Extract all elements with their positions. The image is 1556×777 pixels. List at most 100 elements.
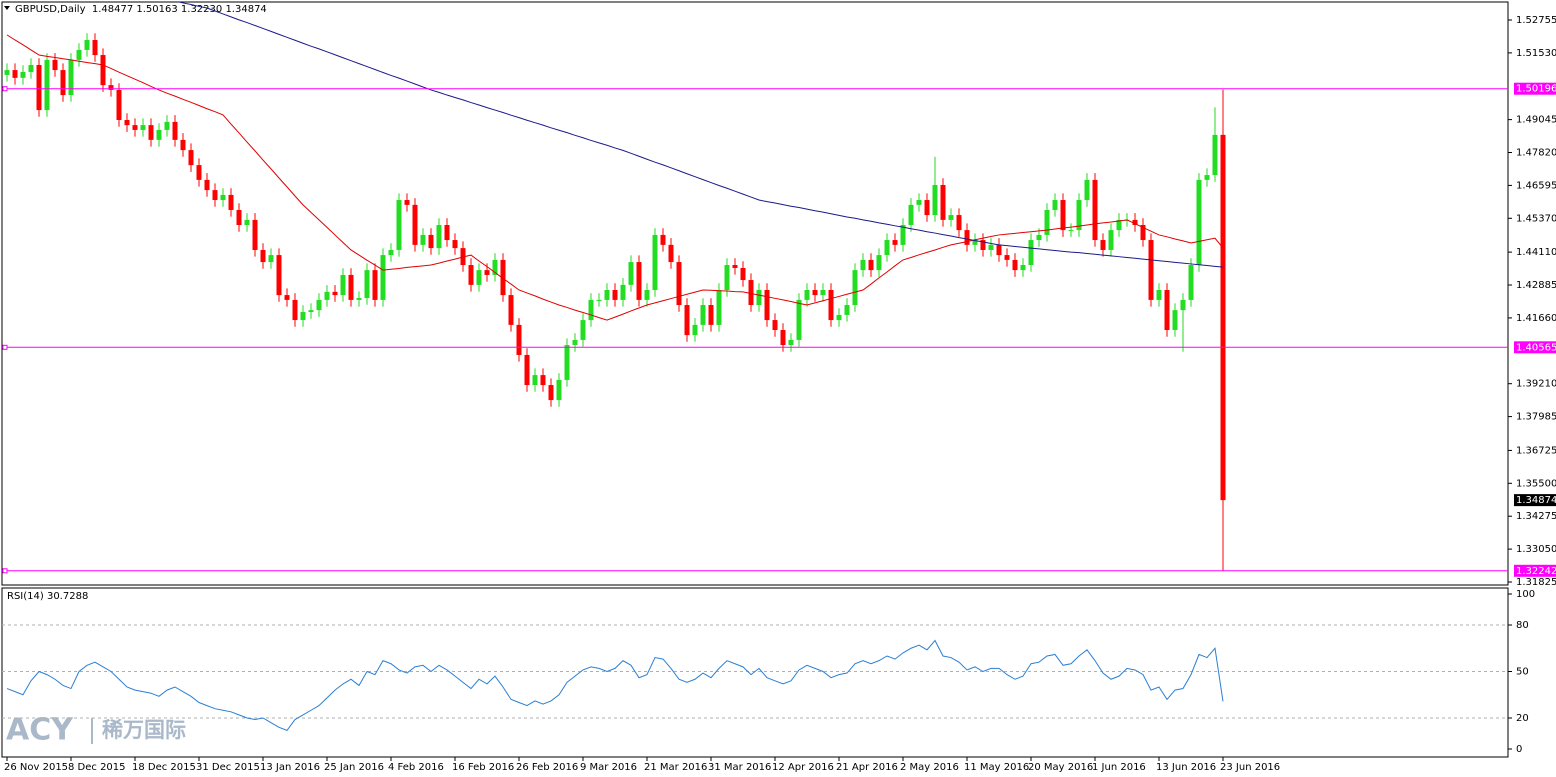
candle-body: [540, 375, 546, 386]
candle-body: [636, 262, 642, 300]
y-tick-label: 1.45370: [1516, 213, 1556, 224]
x-tick-label: 31 Dec 2015: [196, 762, 260, 773]
candle-body: [684, 305, 690, 336]
candle-body: [884, 240, 890, 256]
candle-body: [212, 190, 218, 201]
candle-body: [172, 121, 178, 140]
candle-body: [60, 70, 66, 96]
y-tick-label: 1.51530: [1516, 48, 1556, 59]
candle-body: [980, 240, 986, 250]
candle-body: [900, 225, 906, 245]
candle-body: [932, 184, 938, 216]
candle-body: [604, 289, 610, 300]
candle-body: [148, 125, 154, 140]
candle-body: [484, 270, 490, 275]
watermark-name: 稀万国际: [102, 718, 186, 742]
candle-body: [1060, 200, 1066, 231]
candle-body: [1108, 230, 1114, 250]
candle-body: [508, 295, 514, 325]
candle-body: [20, 71, 26, 78]
x-tick-label: 21 Mar 2016: [644, 762, 707, 773]
candle-body: [1188, 265, 1194, 300]
last-price-label: 1.34874: [1516, 495, 1556, 506]
candle-body: [676, 262, 682, 306]
candle-body: [764, 289, 770, 321]
candle-body: [1204, 175, 1210, 180]
candle-body: [572, 339, 578, 346]
y-tick-label: 100: [1516, 589, 1535, 600]
candle-body: [1044, 209, 1050, 235]
candle-body: [340, 274, 346, 296]
level-label-box: [1514, 341, 1556, 354]
candle-body: [404, 200, 410, 205]
candle-body: [732, 265, 738, 268]
candle-body: [92, 39, 98, 56]
candle-body: [252, 219, 258, 250]
x-tick-label: 23 Jun 2016: [1220, 762, 1280, 773]
candle-body: [452, 240, 458, 249]
candle-body: [1020, 265, 1026, 271]
candle-body: [1100, 240, 1106, 250]
candle-body: [924, 200, 930, 216]
last-price-box: [1514, 494, 1556, 507]
candle-body: [500, 259, 506, 296]
candle-body: [724, 265, 730, 290]
moving-average-line: [176, 2, 1224, 268]
y-tick-label: 1.42885: [1516, 280, 1556, 291]
x-tick-label: 26 Feb 2016: [516, 762, 578, 773]
candle-body: [988, 244, 994, 250]
candle-body: [796, 299, 802, 340]
candle-body: [420, 234, 426, 245]
x-tick-label: 25 Jan 2016: [324, 762, 384, 773]
candle-body: [1148, 240, 1154, 300]
candle-body: [596, 299, 602, 301]
candle-body: [116, 89, 122, 121]
candle-body: [876, 255, 882, 271]
candle-body: [844, 305, 850, 315]
candle-body: [68, 59, 74, 96]
y-tick-label: 1.37985: [1516, 412, 1556, 423]
candle-body: [436, 225, 442, 249]
candle-body: [812, 289, 818, 296]
candle-body: [364, 270, 370, 299]
y-tick-label: 50: [1516, 667, 1529, 678]
candle-body: [12, 70, 18, 78]
candle-body: [412, 204, 418, 245]
candle-body: [476, 270, 482, 285]
candle-body: [1140, 225, 1146, 241]
candle-body: [1084, 179, 1090, 201]
candle-body: [292, 299, 298, 321]
chart-title: GBPUSD,Daily 1.48477 1.50163 1.32230 1.3…: [15, 4, 267, 15]
y-tick-label: 1.41660: [1516, 313, 1556, 324]
candle-body: [588, 299, 594, 321]
candle-body: [668, 244, 674, 263]
candle-body: [36, 64, 42, 111]
candle-body: [548, 385, 554, 401]
level-marker: [2, 344, 8, 350]
candle-body: [444, 225, 450, 241]
candle-body: [756, 289, 762, 306]
x-tick-label: 8 Dec 2015: [68, 762, 126, 773]
y-tick-label: 1.36725: [1516, 445, 1556, 456]
candle-body: [324, 291, 330, 300]
candle-body: [788, 339, 794, 346]
y-tick-label: 1.35500: [1516, 478, 1556, 489]
candle-body: [612, 289, 618, 300]
candle-body: [1172, 310, 1178, 330]
rsi-title: RSI(14) 30.7288: [7, 591, 88, 602]
candle-body: [1164, 289, 1170, 330]
candle-body: [828, 289, 834, 321]
candle-body: [772, 320, 778, 330]
candle-body: [492, 259, 498, 275]
x-tick-label: 20 May 2016: [1028, 762, 1093, 773]
candle-body: [4, 70, 10, 75]
candle-body: [156, 129, 162, 140]
candle-body: [132, 125, 138, 130]
candle-body: [1028, 240, 1034, 266]
candle-body: [916, 200, 922, 205]
candle-body: [260, 249, 266, 263]
candle-body: [244, 219, 250, 226]
menu-arrow[interactable]: [4, 6, 10, 10]
